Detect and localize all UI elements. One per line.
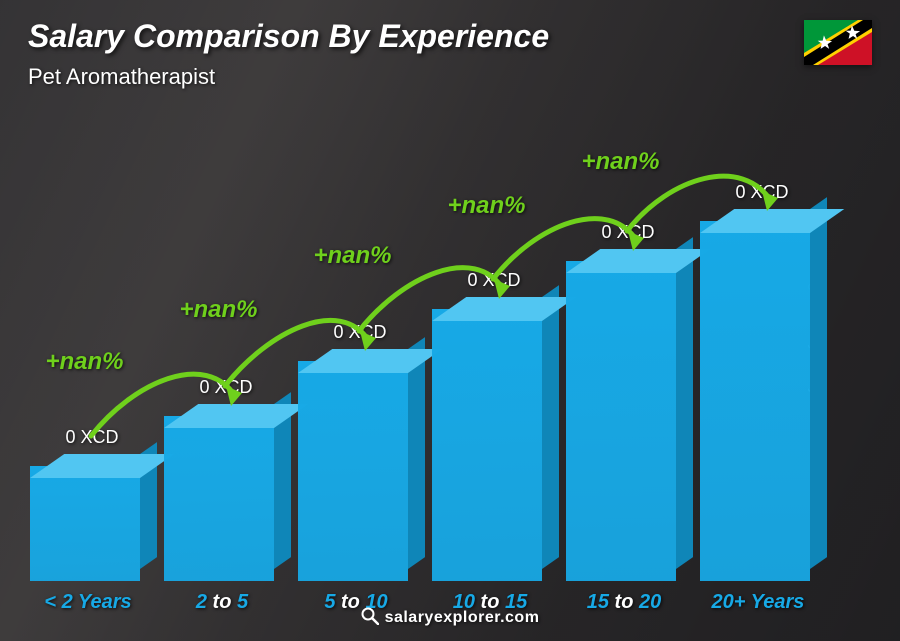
- delta-label-3: +nan%: [448, 192, 526, 220]
- bar-front: [700, 221, 810, 581]
- country-flag: [804, 20, 872, 65]
- bar-front: [298, 361, 408, 581]
- delta-label-2: +nan%: [314, 242, 392, 270]
- bar-side: [542, 285, 559, 569]
- bar-chart: 0 XCD< 2 Years0 XCD2 to 50 XCD5 to 100 X…: [30, 120, 840, 581]
- bar-side: [408, 337, 425, 569]
- bar-value-label: 0 XCD: [156, 377, 296, 398]
- search-icon: [361, 607, 379, 625]
- bar-1: 0 XCD2 to 5: [164, 416, 274, 581]
- bar-side: [676, 237, 693, 569]
- bar-value-label: 0 XCD: [558, 222, 698, 243]
- bar-4: 0 XCD15 to 20: [566, 261, 676, 581]
- bar-value-label: 0 XCD: [290, 322, 430, 343]
- chart-title: Salary Comparison By Experience: [28, 18, 549, 55]
- bar-front: [432, 309, 542, 581]
- bar-body: [298, 361, 408, 581]
- bar-front: [30, 466, 140, 581]
- bar-side: [810, 197, 827, 569]
- footer-text: salaryexplorer.com: [385, 609, 540, 626]
- bar-body: [566, 261, 676, 581]
- chart-stage: Salary Comparison By Experience Pet Arom…: [0, 0, 900, 641]
- delta-label-0: +nan%: [46, 348, 124, 376]
- footer-attribution: salaryexplorer.com: [0, 607, 900, 627]
- bar-value-label: 0 XCD: [692, 182, 832, 203]
- bar-body: [700, 221, 810, 581]
- bar-body: [30, 466, 140, 581]
- bar-front: [566, 261, 676, 581]
- bar-0: 0 XCD< 2 Years: [30, 466, 140, 581]
- bar-front: [164, 416, 274, 581]
- bar-body: [164, 416, 274, 581]
- delta-label-1: +nan%: [180, 296, 258, 324]
- chart-subtitle: Pet Aromatherapist: [28, 64, 215, 90]
- bar-5: 0 XCD20+ Years: [700, 221, 810, 581]
- bar-value-label: 0 XCD: [424, 270, 564, 291]
- delta-label-4: +nan%: [582, 148, 660, 176]
- bar-value-label: 0 XCD: [22, 427, 162, 448]
- bar-2: 0 XCD5 to 10: [298, 361, 408, 581]
- bar-body: [432, 309, 542, 581]
- bar-3: 0 XCD10 to 15: [432, 309, 542, 581]
